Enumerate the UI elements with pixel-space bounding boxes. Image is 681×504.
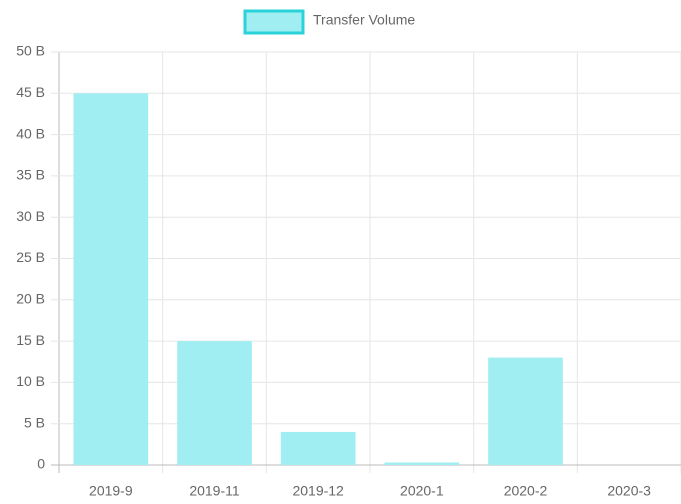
x-tick-label: 2019-11: [189, 483, 240, 499]
y-tick-label: 30 B: [16, 208, 45, 224]
bar: [488, 357, 563, 465]
y-tick-label: 40 B: [16, 125, 45, 141]
y-tick-label: 10 B: [16, 373, 45, 389]
y-tick-label: 0: [37, 456, 45, 472]
y-tick-label: 35 B: [16, 167, 45, 183]
y-tick-label: 15 B: [16, 332, 45, 348]
x-tick-label: 2020-1: [400, 483, 444, 499]
bar: [280, 431, 356, 465]
x-tick-label: 2020-2: [504, 483, 548, 499]
y-tick-label: 20 B: [16, 291, 45, 307]
bar: [177, 341, 252, 465]
y-tick-label: 5 B: [24, 414, 45, 430]
x-tick-label: 2019-9: [89, 483, 133, 499]
legend-label: Transfer Volume: [313, 12, 415, 28]
x-tick-label: 2020-3: [607, 483, 651, 499]
bar: [384, 462, 460, 465]
y-tick-label: 45 B: [16, 84, 45, 100]
legend-swatch: [243, 9, 305, 35]
x-tick-label: 2019-12: [292, 483, 344, 499]
y-tick-label: 25 B: [16, 249, 45, 265]
y-tick-label: 50 B: [16, 43, 45, 59]
bar: [73, 93, 149, 466]
